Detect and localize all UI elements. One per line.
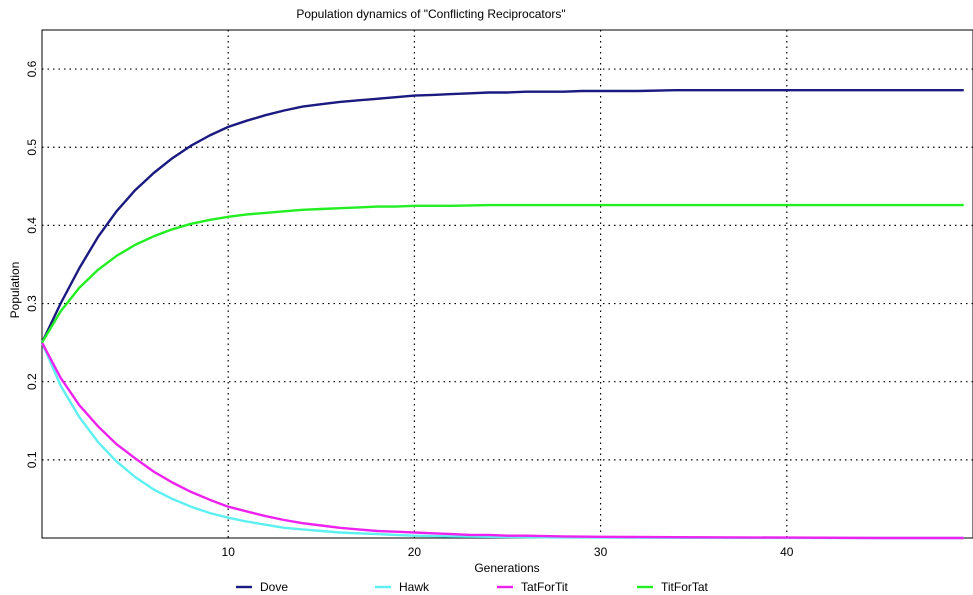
y-axis-label: Population (8, 262, 22, 319)
x-tick-label: 20 (408, 545, 422, 559)
grid (42, 30, 973, 538)
plot-frame (41, 29, 973, 539)
y-tick-label: 0.1 (25, 451, 39, 468)
series-line-titfortat (40, 203, 964, 344)
y-tick-label: 0.2 (25, 373, 39, 390)
legend: Dove Hawk TatForTit TitForTat (236, 580, 709, 594)
x-axis-label: Generations (474, 561, 539, 575)
y-tick-label: 0.5 (25, 139, 39, 156)
chart-title: Population dynamics of "Conflicting Reci… (296, 7, 565, 21)
x-tick-label: 10 (222, 545, 236, 559)
series-line-hawk (40, 342, 964, 540)
legend-label-titfortat: TitForTat (661, 580, 709, 594)
series-lines (40, 88, 964, 540)
series-line-dove (40, 88, 964, 344)
legend-label-hawk: Hawk (399, 580, 430, 594)
y-tick-label: 0.6 (25, 60, 39, 77)
tick-labels: 10 20 30 40 0.1 0.2 0.3 0.4 0.5 0.6 (25, 60, 794, 559)
x-tick-label: 40 (780, 545, 794, 559)
series-line-tatfortit (40, 342, 964, 540)
y-tick-label: 0.3 (25, 295, 39, 312)
x-tick-label: 30 (594, 545, 608, 559)
y-tick-label: 0.4 (25, 217, 39, 234)
legend-label-dove: Dove (260, 580, 288, 594)
legend-label-tatfortit: TatForTit (521, 580, 569, 594)
